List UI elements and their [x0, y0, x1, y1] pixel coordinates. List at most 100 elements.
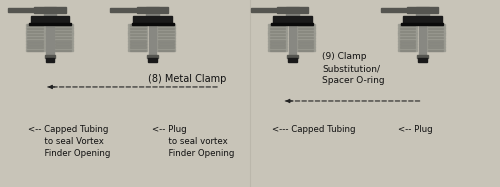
Bar — [156, 33, 176, 36]
Bar — [400, 31, 415, 32]
Bar — [56, 31, 71, 32]
Bar — [56, 46, 71, 48]
Bar — [426, 30, 446, 33]
Bar — [128, 43, 147, 45]
Bar — [298, 31, 314, 32]
Bar — [428, 27, 444, 29]
Bar — [130, 27, 146, 29]
Text: <-- Plug
      to seal vortex
      Finder Opening: <-- Plug to seal vortex Finder Opening — [152, 125, 235, 158]
Bar — [136, 7, 168, 13]
Bar — [133, 16, 172, 23]
Bar — [398, 49, 417, 51]
Bar — [56, 40, 71, 42]
Bar — [400, 50, 415, 51]
Bar — [130, 46, 146, 48]
Bar — [56, 37, 71, 38]
Bar — [428, 31, 444, 32]
Text: <-- Capped Tubing
      to seal Vortex
      Finder Opening: <-- Capped Tubing to seal Vortex Finder … — [28, 125, 110, 158]
Bar — [270, 31, 285, 32]
Bar — [54, 27, 73, 29]
Bar — [158, 24, 174, 26]
Bar — [156, 36, 176, 39]
Bar — [28, 27, 43, 29]
Bar — [54, 43, 73, 45]
Bar — [400, 37, 415, 38]
Bar — [398, 33, 417, 36]
Bar — [270, 40, 285, 42]
Bar — [288, 58, 296, 62]
Bar — [428, 34, 444, 35]
Bar — [130, 37, 146, 38]
Bar — [8, 7, 46, 12]
Bar — [128, 30, 147, 33]
Bar — [250, 7, 289, 12]
Bar — [28, 37, 43, 38]
Bar — [158, 37, 174, 38]
Bar — [426, 49, 446, 51]
Bar — [400, 24, 415, 26]
Bar — [146, 7, 159, 19]
Bar — [54, 30, 73, 33]
Bar — [130, 43, 146, 45]
Bar — [158, 27, 174, 29]
Bar — [398, 27, 417, 29]
Bar — [270, 24, 285, 26]
Bar — [56, 43, 71, 45]
Bar — [128, 33, 147, 36]
Bar — [298, 24, 314, 26]
Bar — [31, 16, 69, 23]
Bar — [54, 33, 73, 36]
Bar — [296, 46, 316, 48]
Bar — [426, 33, 446, 36]
Bar — [402, 23, 444, 25]
Bar — [398, 40, 417, 42]
Text: (8) Metal Clamp: (8) Metal Clamp — [148, 74, 226, 85]
Bar — [426, 46, 446, 48]
Bar — [26, 40, 45, 42]
Bar — [148, 23, 156, 55]
Bar — [403, 16, 442, 23]
Bar — [428, 24, 444, 26]
Bar — [54, 40, 73, 42]
Bar — [296, 49, 316, 51]
Bar — [398, 46, 417, 48]
Bar — [400, 46, 415, 48]
Bar — [56, 50, 71, 51]
Bar — [426, 24, 446, 26]
Bar — [28, 43, 43, 45]
Bar — [156, 46, 176, 48]
Bar — [268, 30, 287, 33]
Bar — [26, 27, 45, 29]
Bar — [277, 7, 308, 13]
Bar — [418, 23, 426, 55]
Bar — [158, 40, 174, 42]
Bar — [398, 30, 417, 33]
Bar — [128, 40, 147, 42]
Bar — [158, 31, 174, 32]
Bar — [54, 46, 73, 48]
Bar — [426, 27, 446, 29]
Bar — [147, 55, 158, 58]
Bar — [286, 7, 299, 19]
Bar — [426, 40, 446, 42]
Bar — [398, 24, 417, 26]
Bar — [56, 24, 71, 26]
Bar — [428, 50, 444, 51]
Bar — [270, 46, 285, 48]
Bar — [26, 30, 45, 33]
Bar — [56, 34, 71, 35]
Bar — [298, 46, 314, 48]
Bar — [298, 40, 314, 42]
Bar — [418, 58, 426, 62]
Bar — [428, 37, 444, 38]
Bar — [158, 46, 174, 48]
Bar — [29, 23, 71, 25]
Bar — [28, 24, 43, 26]
Bar — [156, 30, 176, 33]
Bar — [268, 36, 287, 39]
Bar — [407, 7, 438, 13]
Bar — [158, 34, 174, 35]
Bar — [26, 43, 45, 45]
Bar — [400, 43, 415, 45]
Bar — [270, 50, 285, 51]
